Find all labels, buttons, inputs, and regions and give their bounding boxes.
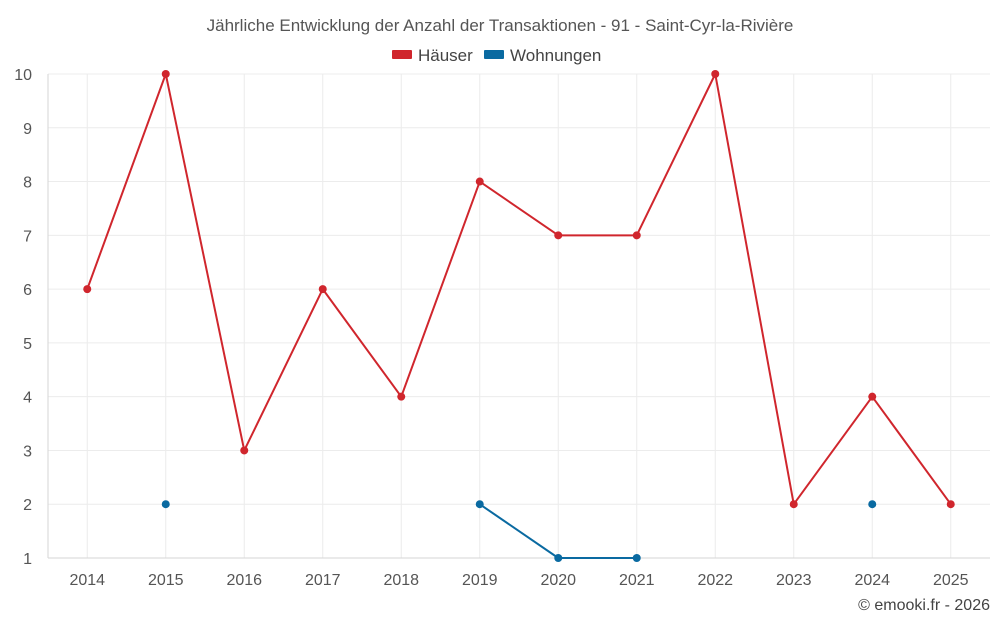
- series-line-haeuser: [86, 73, 952, 506]
- x-tick-label: 2025: [933, 572, 969, 589]
- x-axis: 2014 2015 2016 2017 2018 2019 2020 2021 2022 2023…: [69, 572, 968, 589]
- legend-swatch-wohnungen: [484, 50, 504, 59]
- data-point-haeuser-2016[interactable]: [240, 446, 249, 455]
- x-tick-label: 2024: [854, 572, 890, 589]
- credit-text: © emooki.fr - 2026: [858, 597, 990, 614]
- y-tick-label: 6: [23, 282, 32, 299]
- legend-swatch-haeuser: [392, 50, 412, 59]
- data-point-haeuser-2020[interactable]: [554, 231, 563, 240]
- x-tick-label: 2018: [383, 572, 419, 589]
- y-tick-label: 10: [14, 67, 32, 84]
- x-tick-label: 2020: [540, 572, 576, 589]
- data-point-haeuser-2018[interactable]: [397, 392, 406, 401]
- y-tick-label: 9: [23, 121, 32, 138]
- legend-item-wohnungen[interactable]: Wohnungen: [484, 46, 601, 65]
- y-tick-label: 7: [23, 228, 32, 245]
- data-point-haeuser-2019[interactable]: [475, 177, 484, 186]
- legend-item-haeuser[interactable]: Häuser: [392, 46, 473, 65]
- data-point-haeuser-2014[interactable]: [83, 285, 92, 294]
- series-haeuser: [83, 70, 955, 509]
- series-layer: [83, 70, 955, 562]
- data-point-wohnungen-2019[interactable]: [475, 500, 484, 509]
- data-point-wohnungen-2015[interactable]: [161, 500, 170, 509]
- x-tick-label: 2015: [148, 572, 184, 589]
- x-tick-label: 2021: [619, 572, 655, 589]
- data-point-haeuser-2021[interactable]: [632, 231, 641, 240]
- data-point-wohnungen-2021[interactable]: [632, 554, 641, 562]
- data-point-haeuser-2025[interactable]: [946, 500, 955, 509]
- data-point-haeuser-2015[interactable]: [161, 70, 170, 78]
- y-tick-label: 3: [23, 443, 32, 460]
- x-tick-label: 2019: [462, 572, 498, 589]
- data-point-haeuser-2017[interactable]: [318, 285, 327, 294]
- data-point-haeuser-2024[interactable]: [868, 392, 877, 401]
- legend-label-haeuser: Häuser: [418, 46, 473, 65]
- data-point-wohnungen-2020[interactable]: [554, 554, 563, 562]
- data-point-wohnungen-2024[interactable]: [868, 500, 877, 509]
- y-tick-label: 8: [23, 175, 32, 192]
- legend-label-wohnungen: Wohnungen: [510, 46, 601, 65]
- y-tick-label: 2: [23, 497, 32, 514]
- x-tick-label: 2014: [69, 572, 105, 589]
- x-tick-label: 2023: [776, 572, 812, 589]
- y-tick-label: 4: [23, 390, 32, 407]
- x-tick-label: 2017: [305, 572, 341, 589]
- chart-title: Jährliche Entwicklung der Anzahl der Tra…: [207, 16, 794, 35]
- y-tick-label: 5: [23, 336, 32, 353]
- legend: Häuser Wohnungen: [392, 46, 601, 65]
- y-axis: 1 2 3 4 5 6 7 8 9 10: [14, 67, 32, 568]
- series-wohnungen: [161, 500, 877, 562]
- data-point-haeuser-2023[interactable]: [789, 500, 798, 509]
- grid: [47, 73, 990, 559]
- data-point-haeuser-2022[interactable]: [711, 70, 720, 78]
- x-tick-label: 2022: [697, 572, 733, 589]
- y-tick-label: 1: [23, 551, 32, 568]
- x-tick-label: 2016: [226, 572, 262, 589]
